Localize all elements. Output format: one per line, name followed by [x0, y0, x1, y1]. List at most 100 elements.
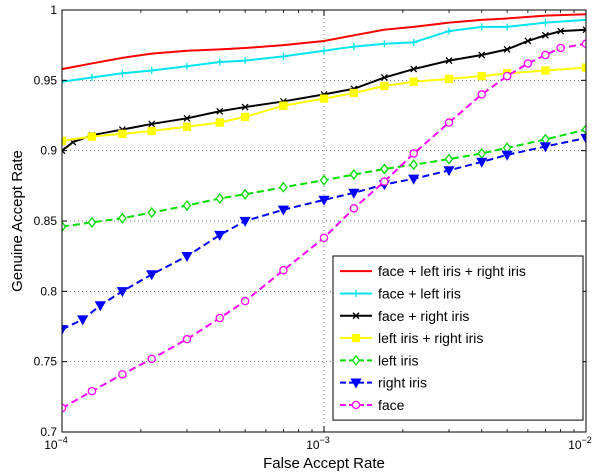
y-tick-label: 0.85	[34, 214, 58, 228]
data-point	[524, 37, 532, 45]
data-point	[240, 296, 250, 306]
data-point	[478, 23, 486, 31]
data-point	[501, 150, 513, 161]
data-point	[182, 199, 192, 212]
data-point	[87, 132, 97, 141]
data-point	[351, 354, 361, 366]
data-point	[118, 129, 127, 138]
legend-entry: right iris	[340, 375, 427, 391]
data-point	[320, 47, 328, 55]
data-point	[62, 147, 66, 155]
data-point	[146, 270, 158, 281]
data-point	[408, 174, 420, 185]
data-point	[523, 59, 533, 68]
data-point	[77, 315, 89, 326]
axes: 0.7 0.75 0.8 0.85 0.9 0.95 1 10−4 10−3 10−2	[34, 3, 592, 452]
data-point	[116, 287, 128, 298]
data-point	[352, 289, 360, 297]
legend-label: face + left iris + right iris	[378, 263, 526, 279]
data-point	[318, 195, 330, 206]
data-point	[409, 77, 418, 86]
data-point	[215, 313, 224, 323]
y-tick-label: 0.8	[40, 284, 57, 298]
data-point	[87, 386, 97, 396]
series-2	[62, 16, 586, 86]
data-point	[182, 122, 192, 131]
data-point	[443, 166, 455, 177]
data-point	[502, 71, 512, 81]
data-point	[349, 88, 359, 98]
data-point	[319, 233, 329, 243]
data-point	[147, 207, 157, 219]
data-point	[216, 107, 224, 115]
y-tick-label: 0.95	[34, 73, 58, 87]
data-point	[348, 188, 360, 199]
data-point	[241, 57, 249, 65]
legend-entry: left iris	[340, 352, 418, 368]
legend-label: right iris	[378, 375, 427, 391]
data-point	[349, 204, 359, 213]
legend-entry: face + left iris + right iris	[340, 263, 526, 279]
data-point	[319, 94, 329, 103]
data-point	[445, 27, 453, 35]
data-point	[351, 333, 361, 343]
data-point	[380, 163, 389, 175]
data-point	[319, 174, 329, 186]
data-point	[541, 19, 549, 27]
data-point	[147, 126, 156, 136]
data-point	[182, 334, 192, 344]
series-line	[62, 28, 586, 152]
data-point	[444, 74, 454, 84]
data-point	[241, 103, 249, 111]
data-point	[215, 192, 225, 205]
data-point	[351, 400, 361, 410]
data-point	[183, 114, 191, 122]
data-point	[183, 62, 191, 70]
series-line	[62, 137, 586, 331]
y-axis-title: Genuine Accept Rate	[9, 150, 26, 292]
legend-entry: face	[340, 397, 405, 413]
data-point	[148, 66, 156, 74]
legend-label: face + right iris	[378, 308, 469, 324]
data-point	[352, 312, 360, 320]
data-point	[62, 221, 67, 233]
data-point	[477, 71, 486, 81]
legend-label: left iris	[378, 352, 418, 368]
data-point	[409, 149, 418, 158]
legend-label: face + left iris	[378, 285, 461, 301]
data-point	[215, 118, 224, 127]
data-point	[118, 370, 127, 379]
series-7	[62, 39, 586, 413]
data-point	[118, 69, 126, 77]
data-point	[541, 66, 550, 75]
data-point	[539, 142, 552, 153]
data-point	[87, 216, 97, 228]
data-point	[62, 325, 68, 336]
data-point	[88, 74, 96, 82]
data-point	[279, 265, 288, 275]
x-tick-label: 10−2	[568, 435, 592, 452]
legend-label: face	[378, 397, 405, 413]
data-point	[476, 157, 488, 168]
data-point	[147, 354, 156, 364]
x-axis-title: False Accept Rate	[263, 455, 385, 472]
legend-entry: face + left iris	[340, 285, 461, 301]
data-point	[582, 16, 586, 24]
data-point	[503, 23, 511, 31]
data-point	[350, 378, 362, 389]
data-point	[409, 159, 419, 171]
data-point	[581, 39, 586, 49]
legend: face + left iris + right iris face + left…	[332, 255, 584, 421]
data-point	[580, 133, 586, 144]
data-point	[214, 230, 226, 241]
data-point	[444, 118, 454, 127]
data-point	[410, 65, 418, 73]
data-point	[444, 153, 454, 165]
series-4	[62, 63, 586, 145]
data-point	[380, 40, 388, 48]
data-point	[62, 78, 66, 86]
data-point	[556, 43, 565, 53]
data-point	[279, 52, 287, 60]
data-point	[240, 188, 250, 200]
data-point	[349, 169, 359, 181]
